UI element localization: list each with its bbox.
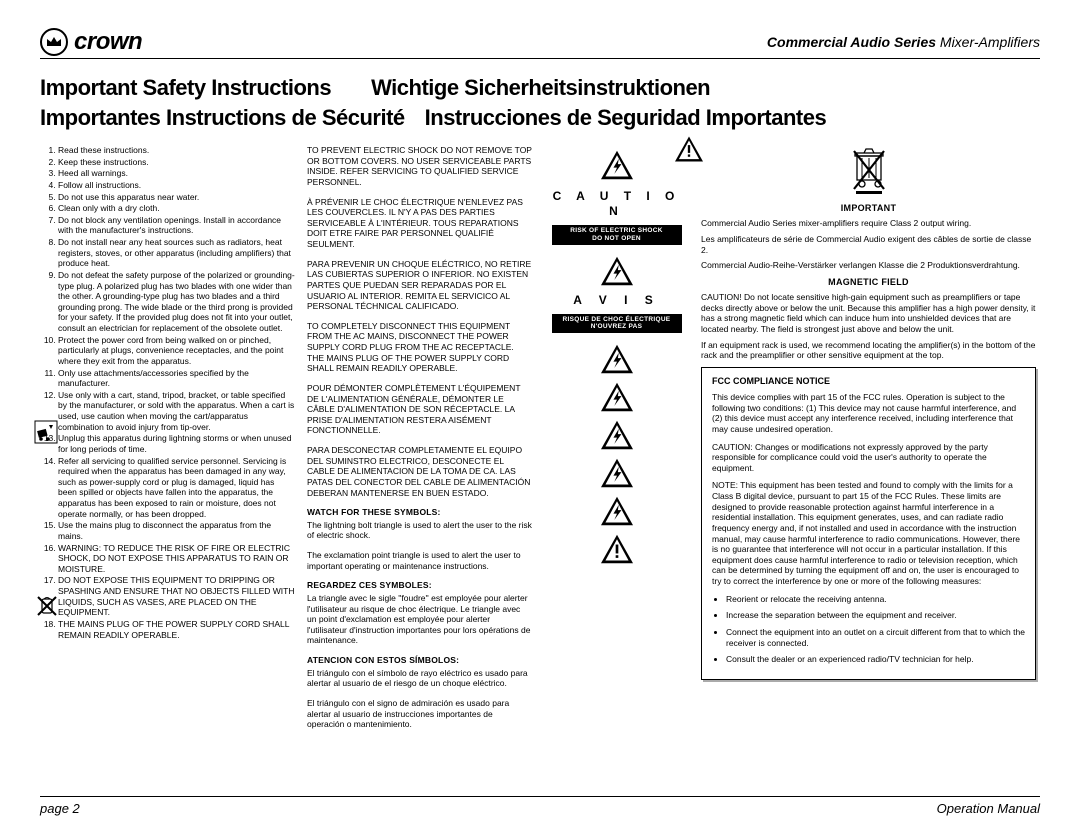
fcc-p3: NOTE: This equipment has been tested and… <box>712 480 1025 586</box>
col-notices: IMPORTANT Commercial Audio Series mixer-… <box>701 145 1036 739</box>
warn-es: PARA PREVENIR UN CHOQUE ELÉCTRICO, NO RE… <box>307 259 532 312</box>
lightning-triangle-icon <box>599 343 635 375</box>
col-warning-symbols: C A U T I O N RISK OF ELECTRIC SHOCK DO … <box>544 145 689 739</box>
list-item: Protect the power cord from being walked… <box>58 335 295 367</box>
col-safety-list: Read these instructions. Keep these inst… <box>40 145 295 739</box>
content-grid: Read these instructions. Keep these inst… <box>40 145 1040 739</box>
disc-es: PARA DESCONECTAR COMPLETAMENTE EL EQUIPO… <box>307 445 532 498</box>
important-fr: Les amplificateurs de série de Commercia… <box>701 234 1036 255</box>
fcc-compliance-box: FCC COMPLIANCE NOTICE This device compli… <box>701 367 1036 680</box>
page-header: crown Commercial Audio Series Mixer-Ampl… <box>40 28 1040 59</box>
title-row-1: Important Safety Instructions Wichtige S… <box>40 75 1040 101</box>
list-item: Read these instructions. <box>58 145 295 156</box>
crown-icon <box>40 28 68 56</box>
title-en: Important Safety Instructions <box>40 75 331 101</box>
brand-logo: crown <box>40 28 142 56</box>
list-item: Do not install near any heat sources suc… <box>58 237 295 269</box>
cart-tipover-icon <box>34 420 58 444</box>
symbol-excl-es: El triángulo con el signo de admiración … <box>307 698 532 730</box>
symbols-head-fr: REGARDEZ CES SYMBOLES: <box>307 580 532 591</box>
fcc-p2: CAUTION: Changes or modifications not ex… <box>712 442 1025 474</box>
symbols-head-en: WATCH FOR THESE SYMBOLS: <box>307 507 532 518</box>
list-item: Do not defeat the safety purpose of the … <box>58 270 295 334</box>
list-item: Use the mains plug to disconnect the app… <box>58 520 295 541</box>
title-fr: Importantes Instructions de Sécurité <box>40 105 405 131</box>
avis-line1: RISQUE DE CHOC ÉLECTRIQUE <box>563 316 671 323</box>
list-item: THE MAINS PLUG OF THE POWER SUPPLY CORD … <box>58 619 295 640</box>
safety-ordered-list: Read these instructions. Keep these inst… <box>40 145 295 640</box>
avis-label: A V I S <box>573 293 660 308</box>
lightning-triangle-icon <box>599 457 635 489</box>
caution-line1: RISK OF ELECTRIC SHOCK <box>570 227 663 234</box>
caution-label: C A U T I O N <box>544 189 689 219</box>
symbols-head-es: ATENCION CON ESTOS SÍMBOLOS: <box>307 655 532 666</box>
page-number: page 2 <box>40 801 80 816</box>
exclamation-triangle-icon <box>599 533 635 565</box>
title-row-2: Importantes Instructions de Sécurité Ins… <box>40 105 1040 131</box>
list-item: Increase the separation between the equi… <box>726 610 1025 621</box>
lightning-triangle-icon <box>599 149 635 181</box>
list-item: Unplug this apparatus during lightning s… <box>58 433 295 454</box>
important-de: Commercial Audio-Reihe-Verstärker verlan… <box>701 260 1036 271</box>
magnetic-p2: If an equipment rack is used, we recomme… <box>701 340 1036 361</box>
series-label: Commercial Audio Series Mixer-Amplifiers <box>767 34 1040 50</box>
list-item: Keep these instructions. <box>58 157 295 168</box>
lightning-triangle-icon <box>599 419 635 451</box>
series-light: Mixer-Amplifiers <box>936 34 1040 50</box>
no-liquid-icon <box>36 595 58 617</box>
fcc-p1: This device complies with part 15 of the… <box>712 392 1025 435</box>
fcc-heading: FCC COMPLIANCE NOTICE <box>712 376 1025 387</box>
symbol-bolt-es: El triángulo con el símbolo de rayo eléc… <box>307 668 532 689</box>
list-item: Only use attachments/accessories specifi… <box>58 368 295 389</box>
list-item: Connect the equipment into an outlet on … <box>726 627 1025 648</box>
list-item: Reorient or relocate the receiving anten… <box>726 594 1025 605</box>
brand-text: crown <box>74 28 142 56</box>
title-de: Wichtige Sicherheitsinstruktionen <box>371 75 710 101</box>
symbols-fr: La triangle avec le sigle ''foudre'' est… <box>307 593 532 646</box>
lightning-triangle-icon <box>599 495 635 527</box>
footer-title: Operation Manual <box>937 801 1040 816</box>
warn-en: TO PREVENT ELECTRIC SHOCK DO NOT REMOVE … <box>307 145 532 188</box>
caution-line2: DO NOT OPEN <box>592 235 641 242</box>
symbol-excl-desc: The exclamation point triangle is used t… <box>307 550 532 571</box>
list-item: WARNING: TO REDUCE THE RISK OF FIRE OR E… <box>58 543 295 575</box>
lightning-triangle-icon <box>599 381 635 413</box>
list-item: DO NOT EXPOSE THIS EQUIPMENT TO DRIPPING… <box>58 575 295 618</box>
important-en: Commercial Audio Series mixer-amplifiers… <box>701 218 1036 229</box>
weee-bin-icon <box>848 145 890 195</box>
avis-bar: RISQUE DE CHOC ÉLECTRIQUE N'OUVREZ PAS <box>552 314 682 334</box>
list-item: Consult the dealer or an experienced rad… <box>726 654 1025 665</box>
title-es: Instrucciones de Seguridad Importantes <box>425 105 827 131</box>
list-item: Do not block any ventilation openings. I… <box>58 215 295 236</box>
fcc-bullet-list: Reorient or relocate the receiving anten… <box>712 594 1025 665</box>
lightning-triangle-icon <box>599 255 635 287</box>
page-footer: page 2 Operation Manual <box>40 796 1040 816</box>
disc-fr: POUR DÉMONTER COMPLÈTEMENT L'ÉQUIPEMENT … <box>307 383 532 436</box>
symbol-bolt-desc: The lightning bolt triangle is used to a… <box>307 520 532 541</box>
list-item: Do not use this apparatus near water. <box>58 192 295 203</box>
list-item: Use only with a cart, stand, tripod, bra… <box>58 390 295 433</box>
list-item: Clean only with a dry cloth. <box>58 203 295 214</box>
important-heading: IMPORTANT <box>701 203 1036 214</box>
list-item: Refer all servicing to qualified service… <box>58 456 295 520</box>
list-item: Follow all instructions. <box>58 180 295 191</box>
caution-bar: RISK OF ELECTRIC SHOCK DO NOT OPEN <box>552 225 682 245</box>
magnetic-p1: CAUTION! Do not locate sensitive high-ga… <box>701 292 1036 335</box>
magnetic-heading: MAGNETIC FIELD <box>701 277 1036 288</box>
col-multilang-warnings: TO PREVENT ELECTRIC SHOCK DO NOT REMOVE … <box>307 145 532 739</box>
series-bold: Commercial Audio Series <box>767 34 936 50</box>
exclamation-triangle-icon <box>673 135 705 163</box>
disc-en: TO COMPLETELY DISCONNECT THIS EQUIPMENT … <box>307 321 532 374</box>
avis-line2: N'OUVREZ PAS <box>591 323 643 330</box>
list-item: Heed all warnings. <box>58 168 295 179</box>
warn-fr: À PRÉVENIR LE CHOC ÉLECTRIQUE N'ENLEVEZ … <box>307 197 532 250</box>
